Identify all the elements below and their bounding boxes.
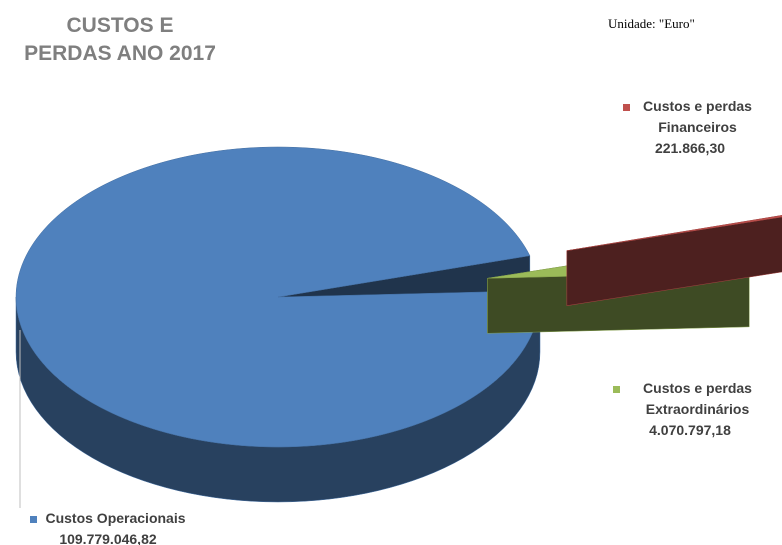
value-label: 4.070.797,18: [649, 422, 731, 438]
chart-title: CUSTOS E PERDAS ANO 2017: [24, 14, 216, 65]
category-label: Custos Operacionais: [45, 510, 186, 526]
category-label: Custos e perdas Financeiros: [643, 98, 752, 135]
legend-swatch: [30, 515, 38, 523]
slice: [566, 215, 782, 306]
data-label: Custos e perdas Financeiros 221.866,30: [590, 96, 782, 159]
data-label: Custos e perdas Extraordinários 4.070.79…: [590, 378, 782, 441]
chart-subtitle: Unidade: "Euro": [608, 16, 695, 31]
category-label: Custos e perdas Extraordinários: [643, 380, 752, 417]
legend-swatch: [612, 385, 620, 393]
value-label: 109.779.046,82: [59, 531, 157, 545]
data-label: Custos Operacionais 109.779.046,82: [8, 508, 208, 545]
legend-swatch: [622, 103, 630, 111]
slice-top: [15, 146, 541, 448]
value-label: 221.866,30: [654, 140, 726, 156]
slice-top: [566, 215, 782, 251]
slice: [15, 146, 541, 503]
